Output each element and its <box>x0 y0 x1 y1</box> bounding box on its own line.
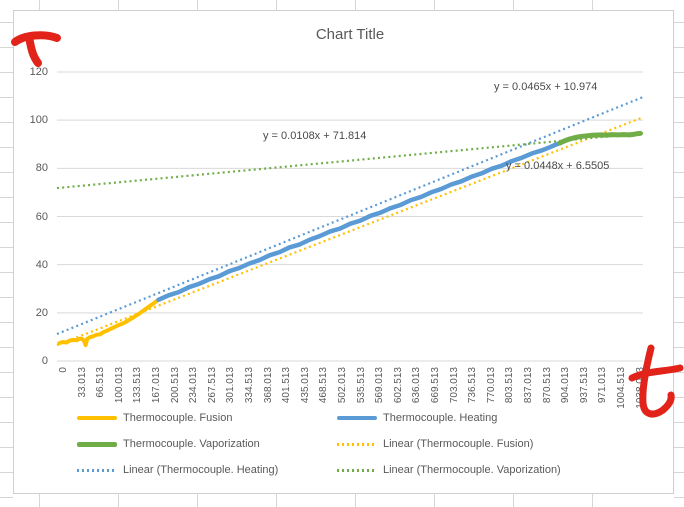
chart-title[interactable]: Chart Title <box>315 26 385 43</box>
legend-label: Thermocouple. Heating <box>383 412 498 424</box>
linear-fusion-dotted-swatch <box>337 442 377 446</box>
y-axis-label: 0 <box>41 355 48 367</box>
trendline-equation-heating[interactable]: y = 0.0465x + 10.974 <box>494 81 598 93</box>
legend-item-linear-vaporization[interactable]: Linear (Thermocouple. Vaporization) <box>337 463 561 477</box>
series-thermocouple-vaporization[interactable] <box>557 130 643 146</box>
linear-heating-dotted-swatch <box>77 468 117 472</box>
legend-item-fusion[interactable]: Thermocouple. Fusion <box>77 411 232 425</box>
legend-item-heating[interactable]: Thermocouple. Heating <box>337 411 497 425</box>
legend-label: Thermocouple. Fusion <box>123 412 233 424</box>
y-axis-label: 20 <box>35 307 48 319</box>
x-axis-label: 368.013 <box>262 367 274 404</box>
legend-item-linear-fusion[interactable]: Linear (Thermocouple. Fusion) <box>337 437 533 451</box>
x-axis-label: 937.513 <box>578 367 590 404</box>
trendline-equation-vaporization[interactable]: y = 0.0108x + 71.814 <box>263 130 367 142</box>
legend-item-vaporization[interactable]: Thermocouple. Vaporization <box>77 437 260 451</box>
legend-label: Linear (Thermocouple. Heating) <box>123 464 279 476</box>
heating-line-swatch <box>337 416 377 420</box>
x-axis-label: 435.013 <box>299 367 311 404</box>
chart-area[interactable] <box>13 10 674 494</box>
trendline-equation-fusion[interactable]: y = 0.0448x + 6.5505 <box>506 160 610 172</box>
y-axis-label: 120 <box>29 66 48 78</box>
x-axis-label: 1038.013 <box>634 367 646 409</box>
trendline-linear-thermocouple-fusion- <box>56 116 644 347</box>
x-axis-label: 870.513 <box>541 367 553 404</box>
fusion-line-swatch <box>77 416 117 420</box>
series-thermocouple-heating[interactable] <box>156 140 563 303</box>
y-axis-label: 100 <box>29 114 48 126</box>
series-thermocouple-fusion[interactable] <box>57 297 161 348</box>
x-axis-label: 904.013 <box>560 367 572 404</box>
legend-label: Linear (Thermocouple. Vaporization) <box>383 464 561 476</box>
legend-label: Linear (Thermocouple. Fusion) <box>383 438 534 450</box>
x-axis-label: 468.513 <box>318 367 330 404</box>
x-axis-label: 837.013 <box>523 367 534 404</box>
x-axis-label: 401.513 <box>281 367 293 404</box>
x-axis-label: 0 <box>58 367 69 373</box>
x-axis-label: 334.513 <box>244 367 255 404</box>
x-axis-label: 971.013 <box>597 367 609 404</box>
legend-label: Thermocouple. Vaporization <box>123 438 260 450</box>
y-axis-label: 60 <box>35 211 48 223</box>
trendline-linear-thermocouple-heating- <box>56 96 644 336</box>
x-axis-label: 803.513 <box>504 367 516 404</box>
x-axis-label: 1004.513 <box>616 367 627 409</box>
y-axis-label: 40 <box>35 259 48 271</box>
vaporization-line-swatch <box>77 441 117 447</box>
legend-item-linear-heating[interactable]: Linear (Thermocouple. Heating) <box>77 463 278 477</box>
trendline-linear-thermocouple-vaporization- <box>56 132 644 190</box>
linear-vaporization-dotted-swatch <box>337 468 377 472</box>
y-axis-label: 80 <box>35 162 48 174</box>
